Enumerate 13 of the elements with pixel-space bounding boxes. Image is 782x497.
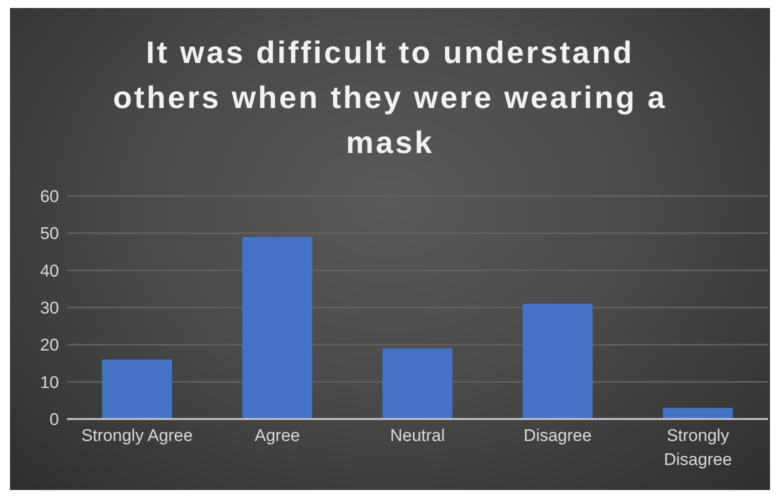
x-tick-label: Strongly Disagree	[664, 426, 732, 469]
y-tick-label: 60	[40, 187, 59, 206]
chart-title: It was difficult to understand others when they were wearing a mask	[112, 34, 668, 162]
y-tick-label: 40	[40, 261, 59, 280]
y-tick-label: 0	[50, 410, 59, 430]
y-tick-label: 20	[40, 336, 59, 355]
x-tick-label: Neutral	[390, 426, 445, 445]
x-tick-label: Agree	[254, 426, 300, 445]
y-tick-label: 50	[40, 224, 59, 244]
x-tick-label: Strongly Agree	[81, 426, 193, 445]
x-tick-label: Disagree	[524, 426, 592, 445]
y-tick-label: 10	[40, 372, 59, 392]
y-tick-label: 30	[40, 298, 59, 318]
